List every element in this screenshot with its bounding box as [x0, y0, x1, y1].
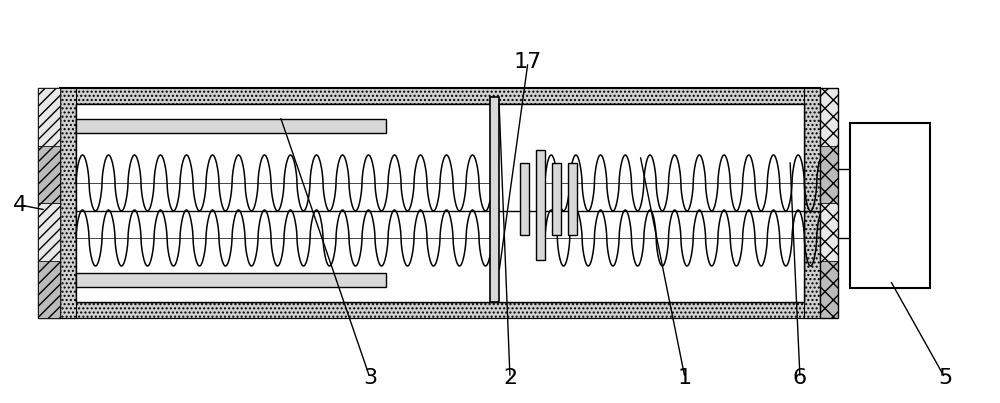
Bar — [38, 260, 60, 318]
Bar — [38, 88, 60, 145]
Bar — [536, 150, 545, 260]
Bar — [820, 145, 838, 203]
Bar — [520, 163, 529, 235]
Bar — [76, 119, 386, 133]
Bar — [820, 260, 838, 318]
Bar — [804, 88, 820, 318]
Bar — [38, 203, 60, 260]
Bar — [490, 97, 499, 302]
Bar — [552, 163, 561, 235]
Text: 6: 6 — [793, 368, 807, 388]
Bar — [38, 88, 60, 318]
Bar — [820, 88, 838, 318]
Bar — [60, 88, 76, 318]
Bar — [60, 302, 820, 318]
Bar — [76, 104, 804, 302]
Text: 1: 1 — [678, 368, 692, 388]
Text: 17: 17 — [514, 52, 542, 72]
Bar — [76, 273, 386, 287]
Text: 2: 2 — [503, 368, 517, 388]
Text: 5: 5 — [938, 368, 952, 388]
Bar — [38, 145, 60, 203]
Bar — [820, 203, 838, 260]
Text: 4: 4 — [13, 195, 27, 215]
Bar — [850, 123, 930, 288]
Bar — [60, 88, 820, 104]
Bar — [60, 88, 820, 318]
Bar — [568, 163, 577, 235]
Text: 3: 3 — [363, 368, 377, 388]
Bar — [76, 104, 804, 302]
Bar — [820, 88, 838, 145]
